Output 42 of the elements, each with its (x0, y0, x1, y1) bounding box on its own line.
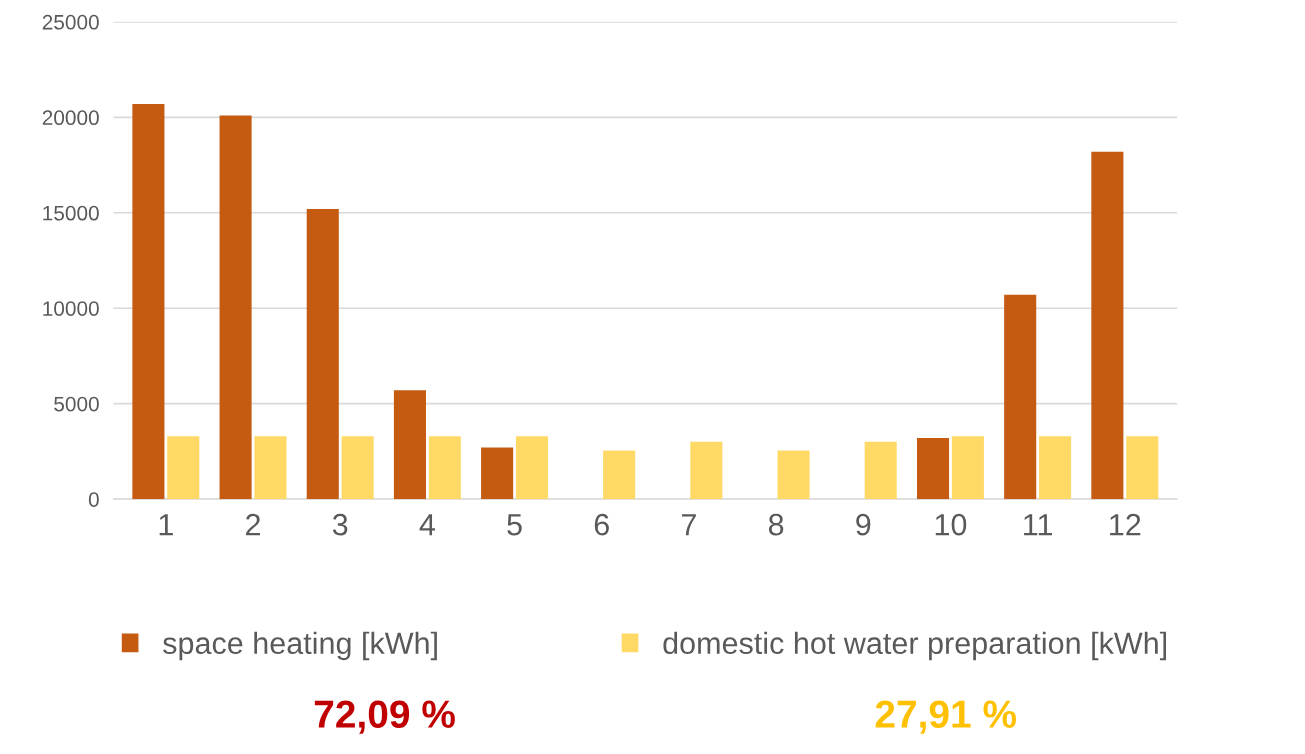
bar (341, 436, 374, 500)
x-tick-label: 3 (332, 513, 348, 536)
bar (515, 436, 549, 500)
x-tick-label: 5 (507, 514, 522, 536)
bar (481, 447, 514, 500)
bar (219, 115, 252, 500)
bar (132, 103, 165, 500)
text: 27,91 % (875, 700, 1017, 734)
bar (690, 441, 723, 500)
x-tick-label: 1 (159, 514, 173, 536)
bar (1004, 294, 1037, 500)
legend-label: space heating [kWh] (163, 631, 437, 661)
x-tick-label: 6 (594, 513, 609, 536)
y-tick-label: 25000 (42, 14, 99, 30)
bar (393, 390, 426, 500)
bar (167, 436, 200, 500)
bar (1091, 151, 1124, 500)
x-tick-label: 10 (935, 513, 967, 536)
x-tick-label: 9 (856, 513, 871, 536)
bar (1126, 436, 1159, 500)
bar (777, 450, 810, 500)
y-tick-label: 20000 (42, 110, 99, 126)
y-tick-label: 15000 (43, 205, 99, 221)
x-tick-label: 2 (246, 513, 260, 536)
y-tick-label: 10000 (43, 301, 99, 316)
text: 72,09 % (314, 700, 455, 734)
x-tick-label: 4 (419, 514, 435, 536)
y-tick-label: 5000 (54, 396, 99, 412)
y-tick-label: 0 (88, 492, 99, 507)
bar (916, 438, 950, 500)
bar (254, 436, 287, 500)
bar (951, 436, 984, 500)
x-tick-label: 12 (1110, 513, 1141, 536)
x-tick-label: 7 (681, 514, 696, 536)
legend-label: domestic hot water preparation [kWh] (663, 631, 1167, 661)
bar (306, 208, 339, 500)
x-tick-label: 11 (1024, 514, 1052, 536)
x-tick-label: 8 (768, 513, 784, 536)
bar (428, 436, 461, 500)
bar (864, 441, 897, 500)
bar (603, 450, 636, 500)
bar (1039, 436, 1072, 500)
